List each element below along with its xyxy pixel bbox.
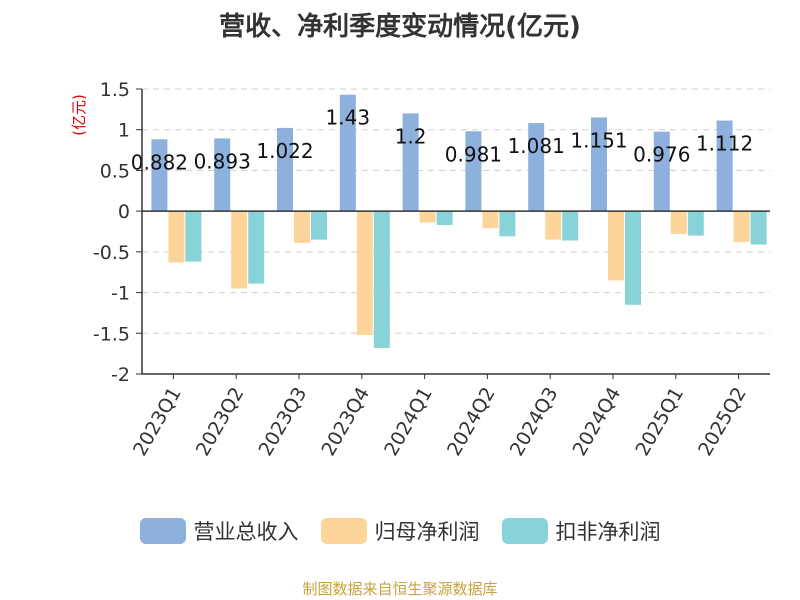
y-tick-label: -2 xyxy=(111,364,130,386)
bar-value-label: 0.893 xyxy=(194,149,251,173)
x-tick-label: 2023Q3 xyxy=(255,384,312,460)
bar-net-profit xyxy=(168,211,185,263)
x-tick-label: 2024Q4 xyxy=(569,384,626,460)
legend-item: 归母净利润 xyxy=(320,516,480,546)
bar-net-profit xyxy=(356,211,373,335)
x-tick-label: 2023Q4 xyxy=(317,384,374,460)
bar-revenue xyxy=(528,123,545,212)
x-tick-label: 2023Q1 xyxy=(129,384,186,460)
y-tick-label: 0.5 xyxy=(100,160,130,182)
chart-title: 营收、净利季度变动情况(亿元) xyxy=(219,12,581,42)
bar-net-profit xyxy=(545,211,562,240)
bar-deducted-net-profit xyxy=(436,211,453,225)
bar-revenue xyxy=(653,131,670,212)
bar-deducted-net-profit xyxy=(750,211,767,245)
bar-revenue xyxy=(591,117,607,212)
y-tick-label: -1 xyxy=(111,283,130,305)
legend-label: 归母净利润 xyxy=(374,520,480,544)
data-source-footer: 制图数据来自恒生聚源数据库 xyxy=(302,580,498,598)
legend-item: 扣非净利润 xyxy=(501,516,661,546)
bar-revenue xyxy=(214,138,231,212)
y-tick-label: 0 xyxy=(118,201,130,223)
bar-revenue xyxy=(339,94,356,212)
bar-net-profit xyxy=(231,211,248,289)
bar-value-label: 0.981 xyxy=(445,142,502,166)
bar-net-profit xyxy=(733,211,750,243)
bar-net-profit xyxy=(294,211,310,243)
bar-value-label: 1.081 xyxy=(508,134,565,158)
bar-deducted-net-profit xyxy=(625,211,641,305)
legend-label: 扣非净利润 xyxy=(555,520,661,544)
y-tick-label: -1.5 xyxy=(93,323,130,345)
chart-legend: 营业总收入 归母净利润 扣非净利润 xyxy=(0,516,800,546)
bar-revenue xyxy=(402,113,419,212)
legend-item: 营业总收入 xyxy=(139,516,299,546)
bar-deducted-net-profit xyxy=(687,211,704,236)
bar-net-profit xyxy=(482,211,499,229)
y-tick-label: 1.5 xyxy=(100,79,130,101)
bar-revenue xyxy=(465,131,482,212)
x-tick-label: 2025Q1 xyxy=(631,384,688,460)
y-tick-label: -0.5 xyxy=(93,242,130,264)
legend-swatch xyxy=(139,518,186,544)
x-tick-label: 2024Q2 xyxy=(443,384,500,460)
bar-value-label: 1.022 xyxy=(256,139,313,163)
bar-deducted-net-profit xyxy=(499,211,516,237)
x-tick-label: 2023Q2 xyxy=(192,384,249,460)
bar-deducted-net-profit xyxy=(562,211,579,241)
x-tick-label: 2024Q3 xyxy=(506,384,563,460)
legend-label: 营业总收入 xyxy=(193,520,299,544)
legend-swatch xyxy=(320,518,367,544)
bar-net-profit xyxy=(608,211,624,281)
x-tick-label: 2024Q1 xyxy=(380,384,437,460)
x-tick-label: 2025Q2 xyxy=(694,384,751,460)
bar-revenue xyxy=(151,139,168,212)
bar-value-label: 1.2 xyxy=(395,124,427,148)
bar-revenue xyxy=(716,120,733,212)
bar-value-label: 1.43 xyxy=(326,106,371,130)
bar-deducted-net-profit xyxy=(373,211,390,348)
bar-deducted-net-profit xyxy=(248,211,265,284)
legend-swatch xyxy=(501,518,548,544)
bar-net-profit xyxy=(670,211,687,234)
bar-value-label: 0.882 xyxy=(131,150,188,174)
bar-deducted-net-profit xyxy=(185,211,202,262)
bar-value-label: 0.976 xyxy=(633,143,690,167)
bar-net-profit xyxy=(419,211,436,223)
y-tick-label: 1 xyxy=(118,120,130,142)
bar-deducted-net-profit xyxy=(311,211,327,240)
y-unit-label: (亿元) xyxy=(70,94,88,136)
bar-revenue xyxy=(277,127,293,212)
bar-value-label: 1.112 xyxy=(696,132,753,156)
bar-value-label: 1.151 xyxy=(570,128,627,152)
